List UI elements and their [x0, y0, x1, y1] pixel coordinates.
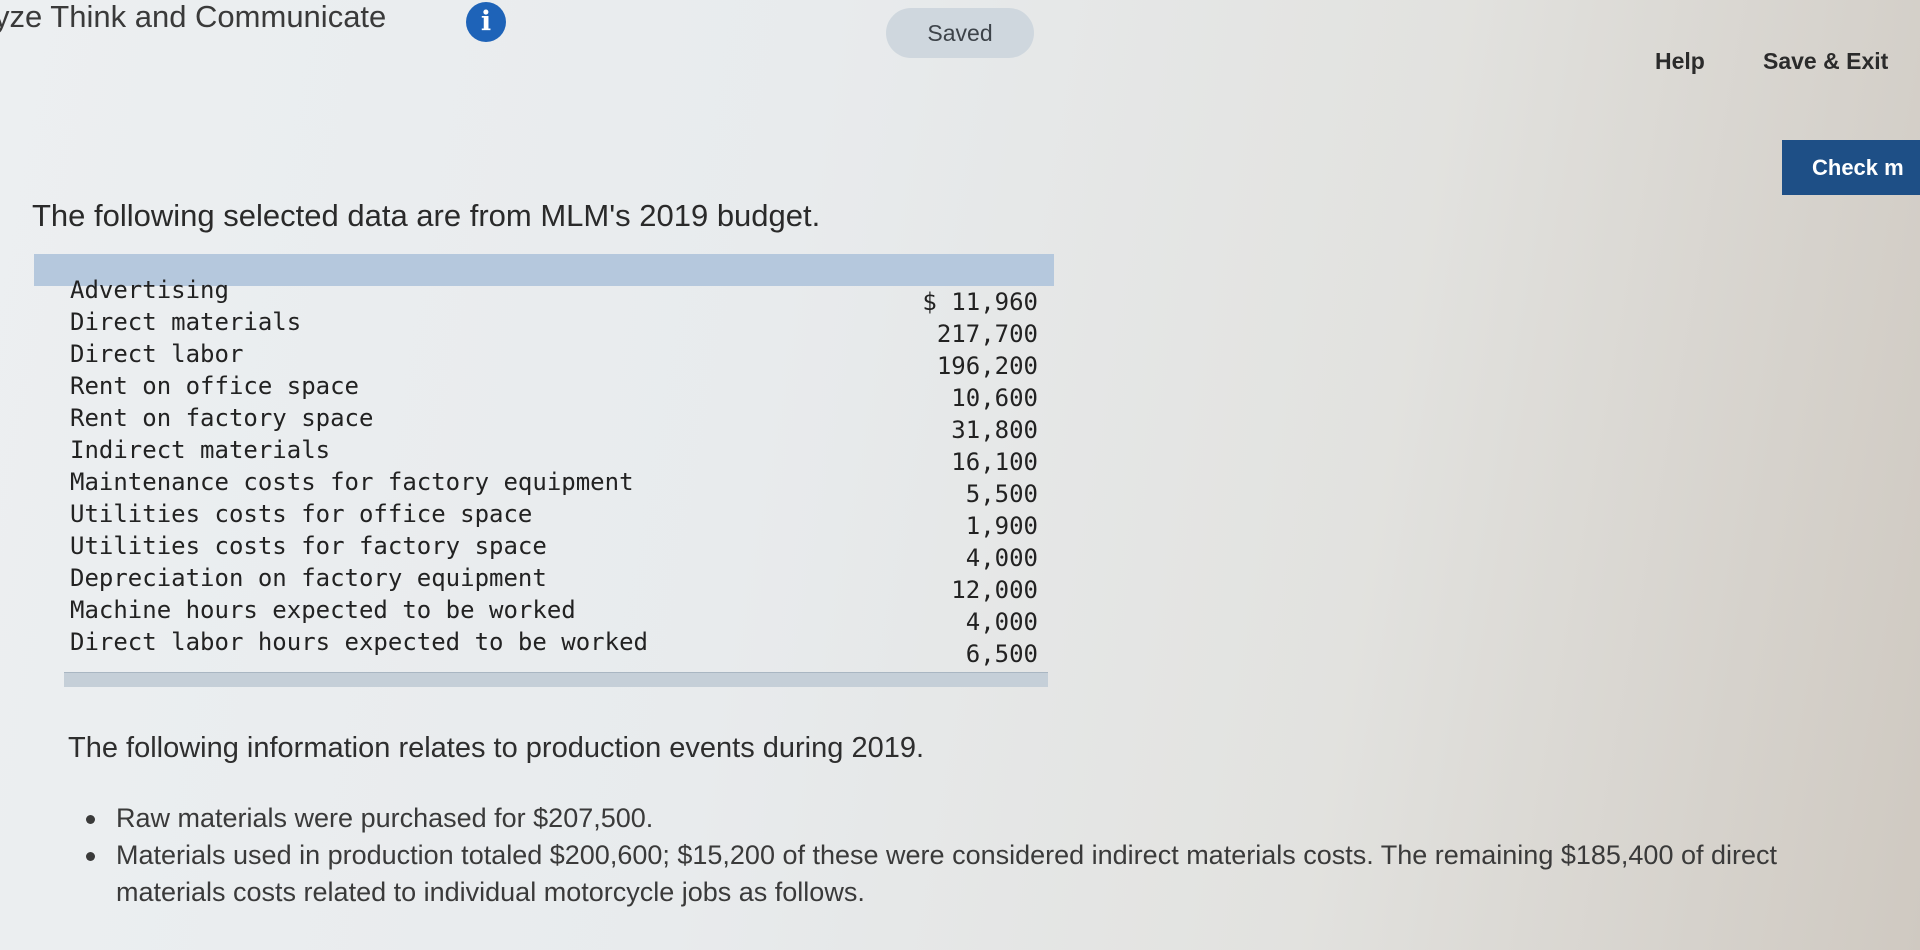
header: yze Think and Communicate i Saved Help S…: [0, 0, 1920, 195]
table-row: Direct labor hours expected to be worked…: [70, 626, 1038, 668]
row-label: Utilities costs for office space: [70, 500, 533, 528]
row-value: 196,200: [936, 352, 1038, 380]
row-value: 5,500: [965, 480, 1038, 508]
budget-intro-text: The following selected data are from MLM…: [32, 198, 821, 233]
table-row: Direct materials 217,700: [70, 306, 1038, 348]
table-row: Utilities costs for factory space 4,000: [70, 530, 1038, 572]
row-value: 12,000: [951, 576, 1038, 604]
row-label: Maintenance costs for factory equipment: [70, 468, 634, 496]
info-icon[interactable]: i: [466, 2, 506, 42]
table-row: Depreciation on factory equipment 12,000: [70, 562, 1038, 604]
table-row: Advertising $ 11,960: [70, 274, 1038, 316]
table-row: Utilities costs for office space 1,900: [70, 498, 1038, 540]
row-label: Machine hours expected to be worked: [70, 596, 576, 624]
table-row: Indirect materials 16,100: [70, 434, 1038, 476]
save-exit-link[interactable]: Save & Exit: [1763, 48, 1889, 74]
row-label: Rent on factory space: [70, 404, 374, 432]
row-value: 31,800: [951, 416, 1038, 444]
help-link[interactable]: Help: [1655, 48, 1705, 74]
check-my-work-button[interactable]: Check m: [1782, 140, 1920, 195]
row-label: Advertising: [70, 276, 229, 304]
list-item: Raw materials were purchased for $207,50…: [86, 800, 1906, 837]
row-value: 217,700: [936, 320, 1038, 348]
row-label: Utilities costs for factory space: [70, 532, 547, 560]
row-label: Depreciation on factory equipment: [70, 564, 547, 592]
row-value: $ 11,960: [922, 288, 1038, 316]
page-title: yze Think and Communicate: [0, 0, 387, 34]
table-row: Rent on office space 10,600: [70, 370, 1038, 412]
list-item: Materials used in production totaled $20…: [86, 837, 1876, 911]
row-value: 4,000: [965, 608, 1038, 636]
row-label: Direct materials: [70, 308, 302, 336]
budget-data-table: Advertising $ 11,960 Direct materials 21…: [34, 254, 1054, 690]
row-value: 4,000: [965, 544, 1038, 572]
production-info-text: The following information relates to pro…: [68, 732, 925, 764]
table-row: Direct labor 196,200: [70, 338, 1038, 380]
table-row: Rent on factory space 31,800: [70, 402, 1038, 444]
row-value: 16,100: [951, 448, 1038, 476]
row-label: Indirect materials: [70, 436, 331, 464]
table-header-bar: [34, 254, 1054, 286]
row-value: 6,500: [965, 640, 1038, 668]
table-row: Machine hours expected to be worked 4,00…: [70, 594, 1038, 636]
row-label: Rent on office space: [70, 372, 359, 400]
saved-status-badge: Saved: [886, 8, 1034, 58]
row-value: 10,600: [951, 384, 1038, 412]
table-row: Maintenance costs for factory equipment …: [70, 466, 1038, 508]
table-footer-bar: [64, 672, 1048, 687]
table-body: Advertising $ 11,960 Direct materials 21…: [70, 274, 1038, 668]
production-events-list: Raw materials were purchased for $207,50…: [86, 800, 1906, 911]
row-label: Direct labor: [70, 340, 244, 368]
row-value: 1,900: [965, 512, 1038, 540]
row-label: Direct labor hours expected to be worked: [70, 628, 648, 656]
